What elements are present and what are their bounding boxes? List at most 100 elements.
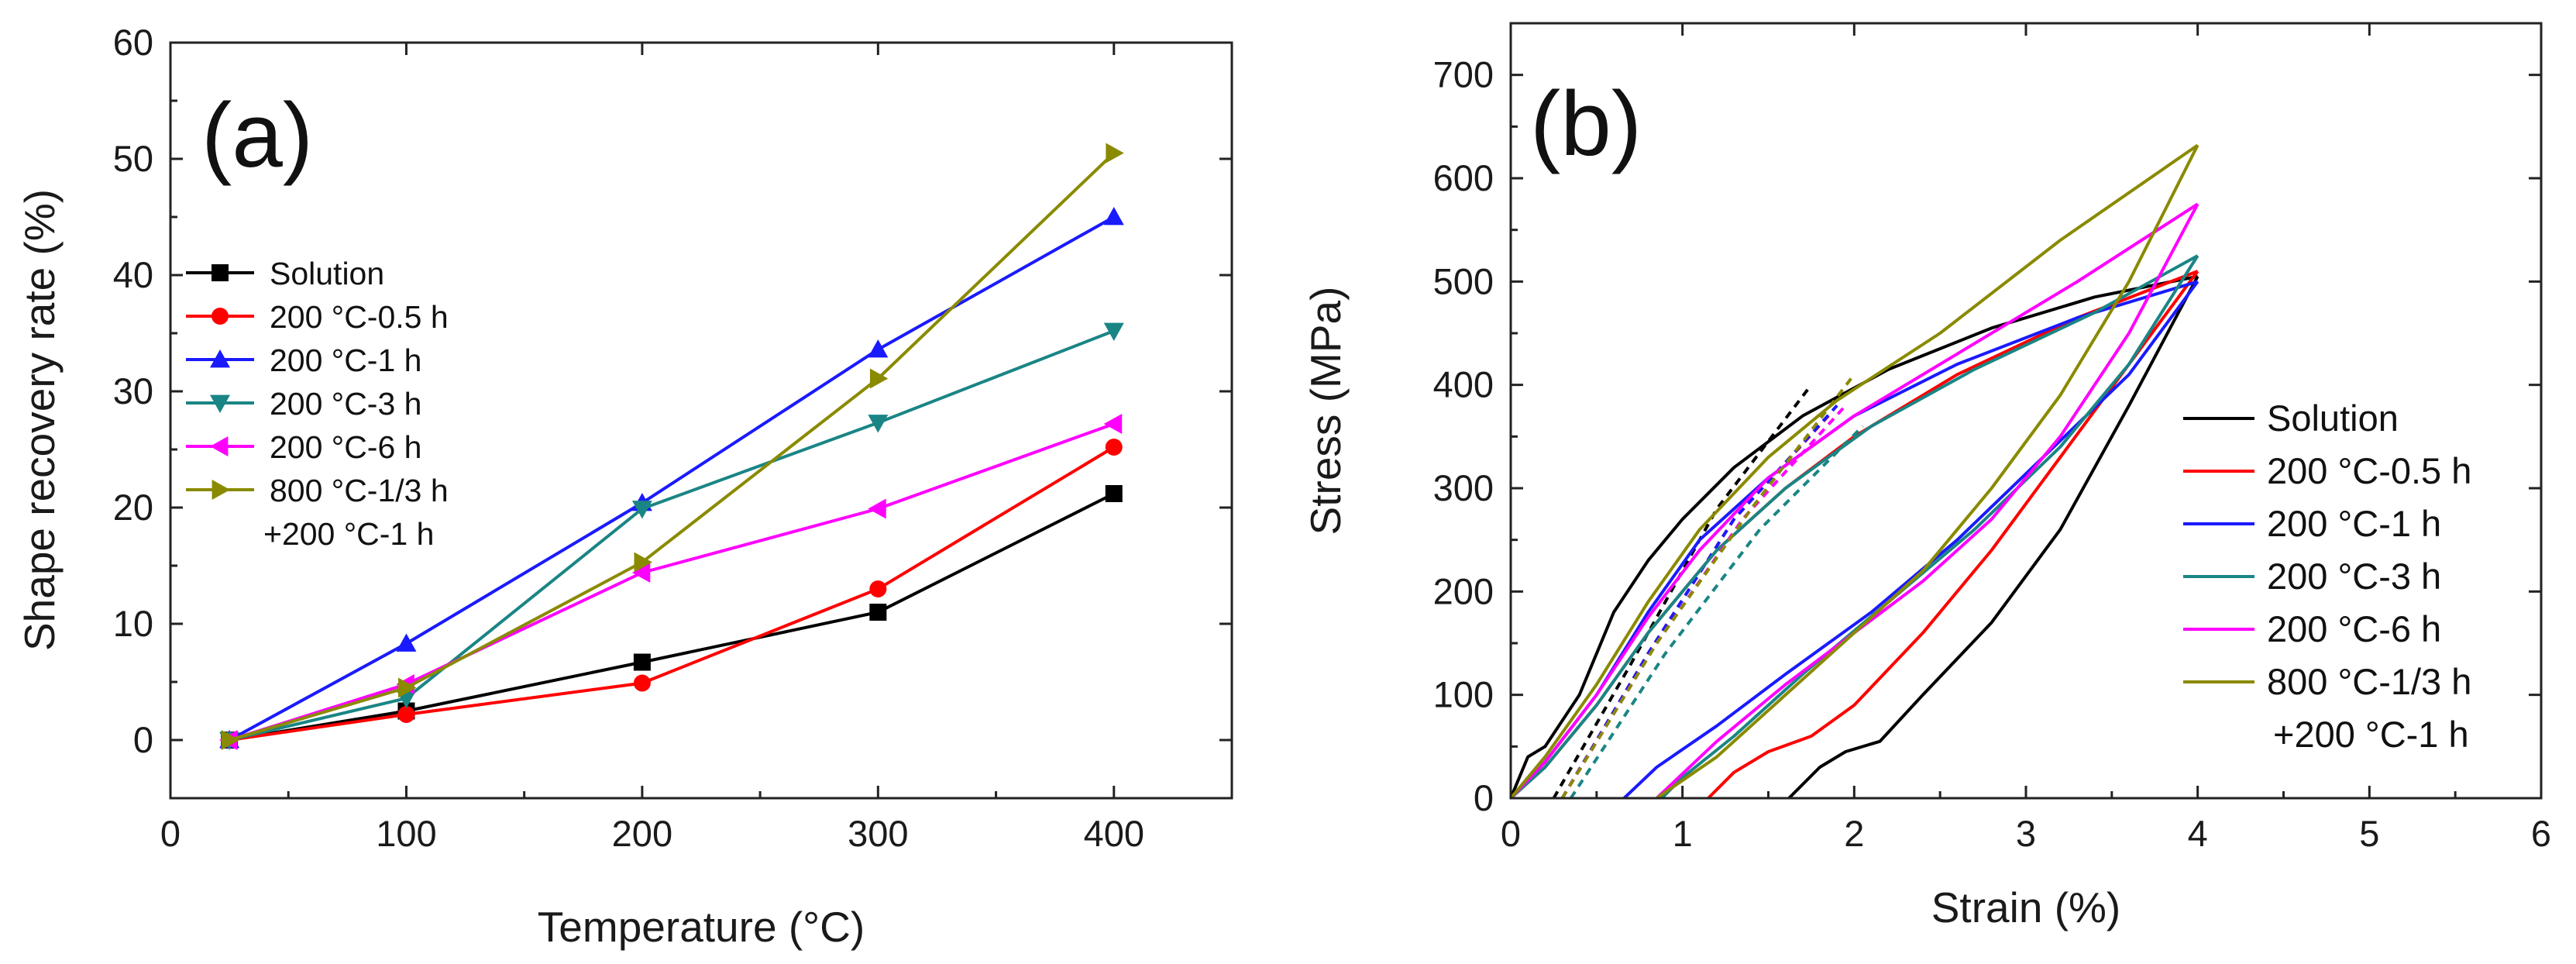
a-legend-swatch-marker	[212, 264, 229, 281]
a-point-200-c-0-5-h	[633, 674, 651, 692]
b-legend-label: 200 °C-0.5 h	[2267, 450, 2471, 491]
a-y-tick-label: 20	[113, 487, 153, 528]
a-legend-item-200-c-3-h: 200 °C-3 h	[186, 386, 421, 422]
b-x-tick-label: 3	[2016, 813, 2036, 854]
a-point-200-c-0-5-h	[869, 580, 887, 597]
b-legend-label: 200 °C-3 h	[2267, 556, 2441, 597]
a-point-200-c-6-h	[631, 563, 651, 583]
b-unloading-curve-200-c-6-h	[1656, 203, 2199, 800]
b-plot-frame	[1509, 22, 2543, 800]
a-legend-label: 200 °C-0.5 h	[270, 299, 449, 335]
b-y-tick-label: 300	[1433, 467, 1494, 508]
a-point-200-c-1-h	[396, 633, 417, 652]
a-y-tick-label: 60	[113, 22, 153, 63]
a-legend-swatch-marker	[212, 480, 230, 500]
b-legend-label-line2: +200 °C-1 h	[2273, 714, 2469, 755]
a-point-800-c-1-3-h	[221, 730, 240, 750]
b-legend-label: 200 °C-6 h	[2267, 608, 2441, 649]
b-x-tick-label: 4	[2188, 813, 2208, 854]
a-legend-swatch-marker	[210, 436, 229, 456]
a-y-tick-label: 10	[113, 603, 153, 644]
b-panel-label: (b)	[1530, 73, 1642, 175]
a-point-200-c-0-5-h	[397, 706, 415, 723]
b-loading-curve-800-c-1-3-h	[1509, 143, 2199, 800]
a-legend-item-200-c-6-h: 200 °C-6 h	[186, 429, 421, 465]
b-legend-item-800-c-1-3-h: 800 °C-1/3 h +200 °C-1 h	[2183, 661, 2471, 755]
a-x-tick-label: 400	[1084, 813, 1144, 854]
b-legend-label: 800 °C-1/3 h	[2267, 661, 2471, 702]
b-legend-item-200-c-1-h: 200 °C-1 h	[2183, 503, 2441, 544]
a-legend-item-200-c-0-5-h: 200 °C-0.5 h	[186, 299, 449, 335]
b-dashed-800-c-1-3-h	[1560, 374, 1855, 800]
a-y-tick-label: 30	[113, 370, 153, 411]
b-series-solution	[1509, 274, 2199, 800]
b-unloading-curve-800-c-1-3-h	[1656, 144, 2199, 800]
a-point-800-c-1-3-h	[1106, 143, 1124, 164]
a-point-solution	[869, 604, 887, 621]
a-x-tick-label: 0	[160, 813, 181, 854]
a-legend-label: Solution	[270, 256, 384, 291]
b-loading-curve-200-c-1-h	[1509, 280, 2199, 800]
b-series-group	[1509, 143, 2199, 800]
a-legend-item-800-c-1-3-h: 800 °C-1/3 h +200 °C-1 h	[186, 473, 449, 552]
panel-b: 0 1 2 3 4 5 6 0 100 200 300 400 500 600 700 (b) Strain…	[1302, 22, 2551, 931]
a-point-200-c-3-h	[868, 415, 889, 433]
a-legend: Solution 200 °C-0.5 h 200 °C-1 h 200 °C-3 h…	[186, 256, 449, 552]
a-point-200-c-6-h	[868, 498, 886, 519]
b-legend-item-200-c-6-h: 200 °C-6 h	[2183, 608, 2441, 649]
a-legend-label: 800 °C-1/3 h	[270, 473, 449, 508]
b-y-tick-label: 600	[1433, 157, 1494, 198]
a-legend-label: 200 °C-3 h	[270, 386, 421, 422]
b-x-tick-label: 6	[2531, 813, 2551, 854]
a-axis-ticks: 0 100 200 300 400 0 10 20 30 40 50 60	[113, 22, 1232, 854]
b-dashed-200-c-3-h	[1569, 425, 1864, 800]
b-unloading-curve-200-c-1-h	[1622, 281, 2199, 800]
b-y-axis-title: Stress (MPa)	[1302, 287, 1350, 535]
a-series-200-c-0-5-h	[221, 439, 1123, 749]
a-legend-label: 200 °C-6 h	[270, 429, 421, 465]
b-legend-label: 200 °C-1 h	[2267, 503, 2441, 544]
b-loading-curve-solution	[1509, 274, 2199, 799]
a-point-800-c-1-3-h	[634, 552, 652, 573]
a-point-800-c-1-3-h	[869, 368, 889, 389]
b-series-200-c-1-h	[1509, 280, 2199, 800]
b-axis-ticks: 0 1 2 3 4 5 6 0 100 200 300 400 500 600 700	[1433, 23, 2551, 854]
a-point-solution	[633, 653, 651, 671]
b-legend: Solution 200 °C-0.5 h 200 °C-1 h 200 °C-3 h…	[2183, 398, 2471, 755]
b-unloading-curve-solution	[1787, 275, 2199, 800]
a-legend-item-200-c-1-h: 200 °C-1 h	[186, 343, 421, 378]
a-point-200-c-1-h	[868, 339, 889, 358]
a-point-200-c-0-5-h	[1105, 439, 1123, 456]
a-legend-item-solution: Solution	[186, 256, 384, 291]
a-point-solution	[1105, 485, 1123, 502]
b-y-tick-label: 200	[1433, 570, 1494, 611]
a-point-200-c-6-h	[1103, 414, 1123, 434]
a-point-200-c-3-h	[631, 501, 652, 519]
b-y-tick-label: 700	[1433, 54, 1494, 95]
b-legend-item-200-c-0-5-h: 200 °C-0.5 h	[2183, 450, 2471, 491]
b-legend-label: Solution	[2267, 398, 2399, 439]
b-x-tick-label: 1	[1673, 813, 1693, 854]
b-y-tick-label: 400	[1433, 364, 1494, 405]
b-legend-item-200-c-3-h: 200 °C-3 h	[2183, 556, 2441, 597]
a-y-tick-label: 50	[113, 138, 153, 179]
b-loading-curve-200-c-3-h	[1509, 254, 2199, 800]
a-point-200-c-1-h	[1103, 207, 1124, 226]
a-plot-frame	[169, 41, 1233, 800]
b-y-tick-label: 500	[1433, 260, 1494, 301]
panel-a: 0 100 200 300 400 0 10 20 30 40 50 60 (a) Temperatu…	[15, 22, 1233, 951]
b-series-800-c-1-3-h	[1509, 143, 2199, 800]
a-legend-swatch-marker	[212, 308, 229, 325]
a-legend-label: 200 °C-1 h	[270, 343, 421, 378]
b-loading-curve-200-c-6-h	[1509, 202, 2199, 800]
a-series-800-c-1-3-h	[221, 143, 1124, 750]
b-unloading-curve-200-c-0-5-h	[1707, 270, 2199, 800]
b-x-tick-label: 0	[1501, 813, 1521, 854]
a-panel-label: (a)	[201, 84, 313, 187]
a-y-axis-title: Shape recovery rate (%)	[15, 189, 64, 651]
b-x-axis-title: Strain (%)	[1931, 883, 2121, 931]
a-legend-label-line2: +200 °C-1 h	[263, 516, 434, 552]
a-x-tick-label: 300	[848, 813, 908, 854]
a-y-tick-label: 40	[113, 254, 153, 295]
